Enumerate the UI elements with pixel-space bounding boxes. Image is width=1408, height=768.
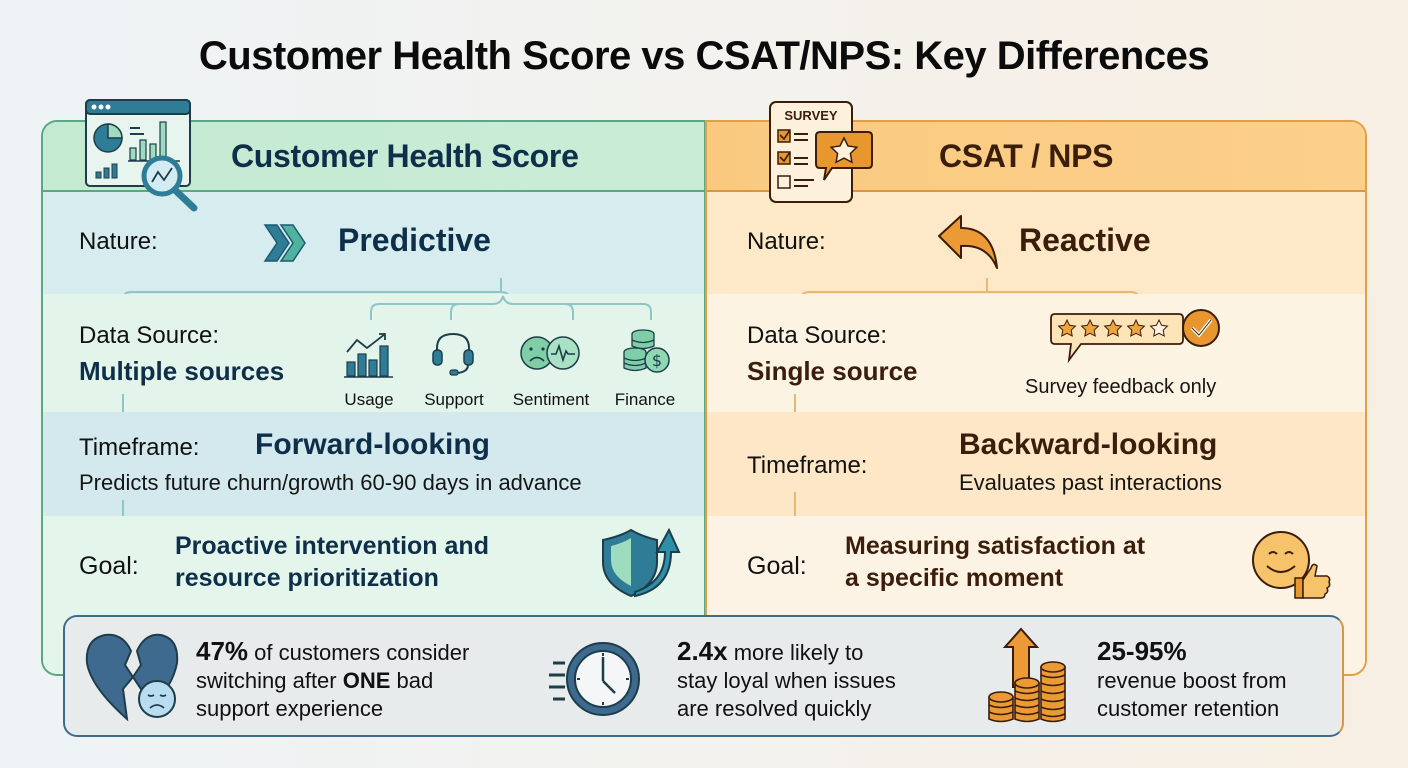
timeframe-label: Timeframe: xyxy=(79,434,200,461)
source-caption: Survey feedback only xyxy=(1025,376,1217,398)
goal-label: Goal: xyxy=(747,552,807,580)
data-source-value: Single source xyxy=(747,356,918,386)
timeframe-row: Timeframe: Backward-looking Evaluates pa… xyxy=(707,412,1365,532)
stat-text-line: bad xyxy=(390,668,434,693)
stat-text-line: support experience xyxy=(196,696,384,721)
nature-row: Nature: Predictive xyxy=(43,192,706,318)
double-chevron-right-icon xyxy=(263,224,306,262)
goal-line-2: a specific moment xyxy=(845,564,1064,592)
data-source-row: Data Source: Single source Survey feedba… xyxy=(707,294,1365,426)
source-label-finance: Finance xyxy=(614,390,676,409)
bar-chart-trend-icon xyxy=(344,333,393,378)
stat-value: 47% xyxy=(196,636,249,666)
reply-arrow-icon xyxy=(938,215,998,269)
timeframe-row: Timeframe: Forward-looking Predicts futu… xyxy=(43,412,706,528)
source-label-sentiment: Sentiment xyxy=(512,390,590,409)
timeframe-description: Evaluates past interactions xyxy=(959,470,1222,495)
coins-dollar-icon: $ xyxy=(623,329,670,373)
smiley-thumbs-up-icon xyxy=(1252,531,1331,599)
stat-text-line: more likely to xyxy=(727,640,864,665)
source-label-usage: Usage xyxy=(344,390,394,409)
coins-arrow-up-icon xyxy=(988,627,1066,723)
goal-label: Goal: xyxy=(79,552,139,580)
csat-nps-panel: CSAT / NPS Nature: Reactive Data Source:… xyxy=(705,120,1367,676)
timeframe-value: Backward-looking xyxy=(959,428,1218,461)
timeframe-label: Timeframe: xyxy=(747,452,868,479)
stat-churn: 47% of customers consider switching afte… xyxy=(196,637,469,723)
stat-loyalty: 2.4x more likely to stay loyal when issu… xyxy=(677,637,896,723)
analytics-dashboard-magnifier-icon xyxy=(85,99,198,212)
shield-arrow-up-icon xyxy=(602,527,681,598)
stat-text-line: switching after xyxy=(196,668,343,693)
stat-revenue: 25-95% revenue boost from customer reten… xyxy=(1097,637,1287,723)
stat-text-line: of customers consider xyxy=(248,640,470,665)
stat-value: 25-95% xyxy=(1097,636,1187,666)
sad-face-pulse-icon xyxy=(520,336,580,370)
survey-label: SURVEY xyxy=(784,108,838,123)
nature-value: Reactive xyxy=(1019,222,1151,258)
data-source-label: Data Source: xyxy=(79,322,220,349)
stat-emphasis: ONE xyxy=(342,668,391,693)
star-rating-check-icon xyxy=(1050,309,1220,364)
stat-text-line: customer retention xyxy=(1097,696,1280,721)
nature-value: Predictive xyxy=(338,222,491,258)
page-title: Customer Health Score vs CSAT/NPS: Key D… xyxy=(198,34,1210,78)
source-label-support: Support xyxy=(424,390,484,409)
stat-text-line: stay loyal when issues xyxy=(677,668,896,693)
source-branch-connector xyxy=(370,295,652,320)
timeframe-description: Predicts future churn/growth 60-90 days … xyxy=(79,470,582,495)
statistics-bar: 47% of customers consider switching afte… xyxy=(63,615,1344,737)
goal-line-1: Proactive intervention and xyxy=(175,532,489,560)
svg-text:$: $ xyxy=(652,351,662,370)
headset-icon xyxy=(432,332,474,376)
survey-checklist-star-icon: SURVEY xyxy=(769,101,873,203)
panel-title: Customer Health Score xyxy=(231,137,579,174)
data-source-value: Multiple sources xyxy=(79,356,285,386)
broken-heart-sad-icon xyxy=(85,633,179,722)
panel-title: CSAT / NPS xyxy=(939,137,1114,174)
nature-label: Nature: xyxy=(79,228,158,255)
nature-label: Nature: xyxy=(747,228,826,255)
timeframe-value: Forward-looking xyxy=(255,428,490,461)
stat-text-line: are resolved quickly xyxy=(677,696,872,721)
fast-clock-icon xyxy=(549,642,640,716)
data-source-label: Data Source: xyxy=(747,322,888,349)
data-source-row: Data Source: Multiple sources Usage Supp… xyxy=(43,294,706,426)
goal-line-1: Measuring satisfaction at xyxy=(845,532,1146,560)
nature-row: Nature: Reactive xyxy=(707,192,1365,318)
stat-text-line: revenue boost from xyxy=(1097,668,1287,693)
customer-health-score-panel: Customer Health Score Nature: Predictive… xyxy=(41,120,706,676)
stat-value: 2.4x xyxy=(677,636,728,666)
goal-line-2: resource prioritization xyxy=(175,564,439,592)
